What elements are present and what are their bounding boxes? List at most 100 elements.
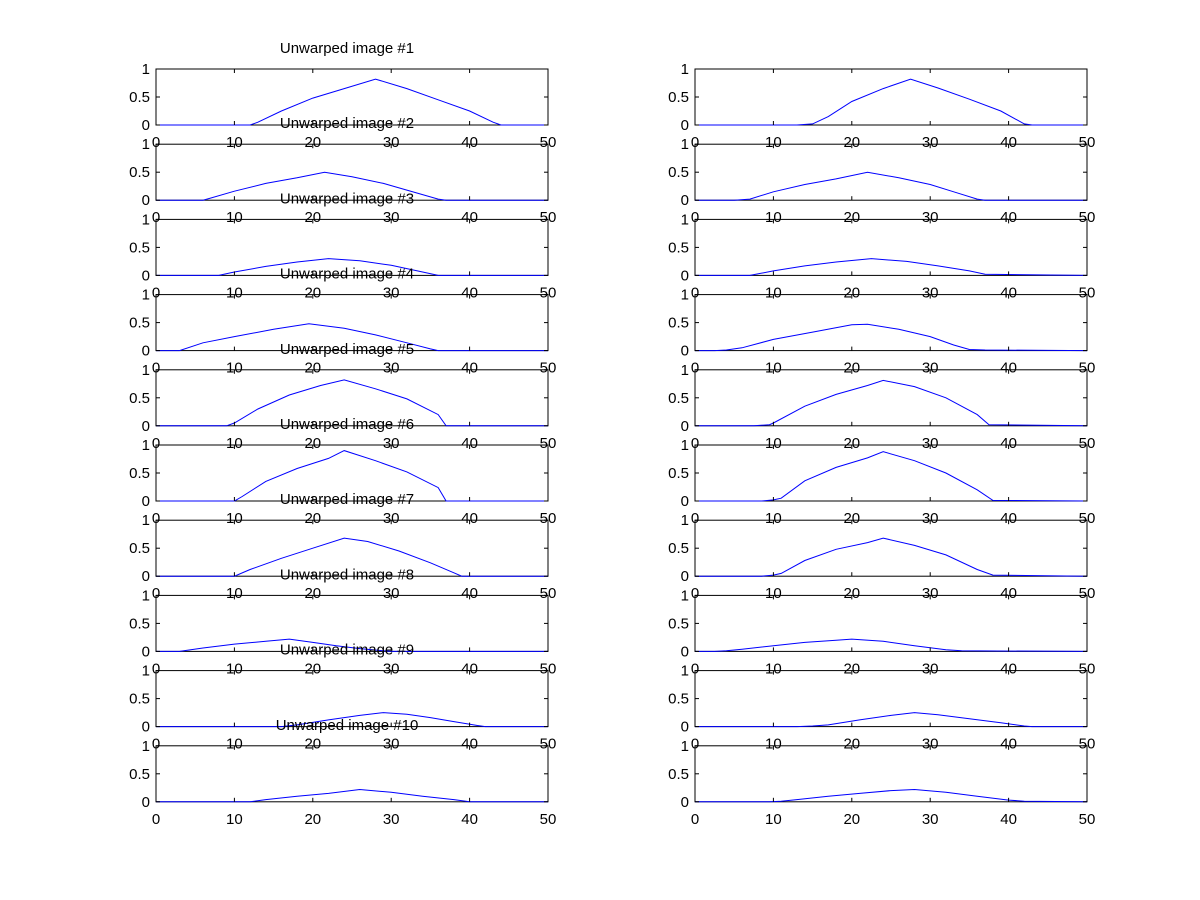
- x-tick-label: 30: [922, 811, 939, 828]
- series-line: [695, 171, 1087, 201]
- x-tick-label: 10: [765, 811, 782, 828]
- y-tick-label: 0: [142, 493, 150, 510]
- y-tick-label: 0.5: [129, 390, 150, 407]
- x-tick-label: 20: [304, 360, 321, 377]
- x-tick-label: 30: [383, 134, 400, 151]
- x-tick-label: 0: [152, 510, 160, 527]
- x-tick-label: 10: [226, 435, 243, 452]
- subplot-labels: 0 10 20 30 40 50 Unwarped image #10: [152, 717, 557, 828]
- x-tick-label: 10: [765, 510, 782, 527]
- x-tick-label: 20: [304, 209, 321, 226]
- x-tick-label: 10: [226, 134, 243, 151]
- x-tick-label: 20: [843, 736, 860, 753]
- x-tick-label: 10: [226, 360, 243, 377]
- y-tick-label: 0.5: [668, 164, 689, 181]
- y-tick-label: 0: [681, 493, 689, 510]
- x-tick-label: 40: [461, 134, 478, 151]
- x-tick-label: 0: [152, 660, 160, 677]
- x-tick-label: 10: [226, 585, 243, 602]
- axes-frame: [155, 444, 549, 502]
- y-tick-label: 1: [142, 437, 150, 454]
- x-tick-label: 50: [540, 435, 557, 452]
- x-tick-label: 40: [1000, 660, 1017, 677]
- x-tick-label: 0: [152, 284, 160, 301]
- subplot-r1-c2: 00.51: [668, 61, 1088, 134]
- x-tick-label: 20: [304, 435, 321, 452]
- x-tick-label: 0: [152, 585, 160, 602]
- subplot-labels: 0 10 20 30 40 50: [691, 811, 1096, 828]
- series-line: [156, 788, 548, 803]
- subplot-r6-c1: 00.51: [129, 437, 549, 510]
- y-tick-label: 0.5: [129, 691, 150, 708]
- y-tick-label: 1: [142, 663, 150, 680]
- x-tick-label: 40: [461, 510, 478, 527]
- subplot-title: Unwarped image #6: [280, 416, 414, 433]
- x-tick-label: 30: [922, 660, 939, 677]
- subplot-r8-c2: 00.51: [668, 587, 1088, 660]
- y-tick-label: 1: [681, 362, 689, 379]
- x-tick-label: 50: [1079, 134, 1096, 151]
- x-tick-label: 50: [1079, 811, 1096, 828]
- y-tick-label: 0.5: [129, 239, 150, 256]
- axes-frame: [155, 519, 549, 577]
- series-line: [156, 78, 548, 126]
- x-tick-label: 0: [152, 209, 160, 226]
- subplot-r6-c2: 00.51: [668, 437, 1088, 510]
- x-tick-label: 40: [461, 209, 478, 226]
- subplot-r1-c1: 00.51: [129, 61, 549, 134]
- subplot-r3-c1: 00.51: [129, 211, 549, 284]
- x-tick-label: 10: [765, 209, 782, 226]
- y-tick-label: 1: [142, 738, 150, 755]
- axes-frame: [694, 294, 1088, 352]
- subplot-title: Unwarped image #3: [280, 190, 414, 207]
- axes-frame: [155, 143, 549, 201]
- subplot-title: Unwarped image #10: [276, 717, 419, 734]
- y-tick-label: 0: [142, 794, 150, 811]
- x-tick-label: 30: [922, 510, 939, 527]
- x-tick-label: 40: [1000, 284, 1017, 301]
- subplot-labels: 0 10 20 30 40 50 Unwarped image #4: [152, 266, 557, 377]
- axes-frame: [694, 444, 1088, 502]
- x-tick-label: 20: [304, 585, 321, 602]
- x-tick-label: 10: [226, 510, 243, 527]
- axes-frame: [694, 143, 1088, 201]
- x-tick-label: 10: [765, 284, 782, 301]
- y-tick-label: 1: [681, 136, 689, 153]
- x-tick-label: 0: [691, 209, 699, 226]
- subplot-labels: 0 10 20 30 40 50 Unwarped image #5: [152, 341, 557, 452]
- subplot-r5-c2: 00.51: [668, 362, 1088, 435]
- y-tick-label: 0.5: [129, 540, 150, 557]
- x-tick-label: 40: [461, 585, 478, 602]
- series-line: [156, 537, 548, 577]
- y-tick-label: 0.5: [129, 766, 150, 783]
- x-tick-label: 30: [383, 510, 400, 527]
- axes-frame: [694, 519, 1088, 577]
- y-tick-label: 0.5: [668, 615, 689, 632]
- x-tick-label: 30: [922, 585, 939, 602]
- x-tick-label: 20: [843, 134, 860, 151]
- x-tick-label: 50: [1079, 284, 1096, 301]
- x-tick-label: 50: [1079, 660, 1096, 677]
- y-tick-label: 0: [142, 568, 150, 585]
- x-tick-label: 50: [1079, 510, 1096, 527]
- axes-frame: [694, 594, 1088, 652]
- subplot-labels: 0 10 20 30 40 50 Unwarped image #1: [152, 40, 557, 151]
- series-line: [695, 379, 1088, 427]
- subplot-r10-c2: 00.51: [668, 738, 1088, 811]
- y-tick-label: 0: [681, 117, 689, 134]
- subplot-r4-c2: 00.51: [668, 287, 1088, 360]
- series-line: [156, 171, 548, 201]
- x-tick-label: 20: [843, 510, 860, 527]
- y-tick-label: 1: [681, 663, 689, 680]
- x-tick-label: 20: [304, 510, 321, 527]
- y-tick-label: 0.5: [129, 89, 150, 106]
- x-tick-label: 30: [383, 435, 400, 452]
- x-tick-label: 30: [922, 209, 939, 226]
- y-tick-label: 0.5: [129, 465, 150, 482]
- x-tick-label: 50: [540, 360, 557, 377]
- x-tick-label: 40: [1000, 736, 1017, 753]
- axes-frame: [694, 218, 1088, 276]
- subplot-r7-c2: 00.51: [668, 512, 1088, 585]
- x-tick-label: 20: [843, 585, 860, 602]
